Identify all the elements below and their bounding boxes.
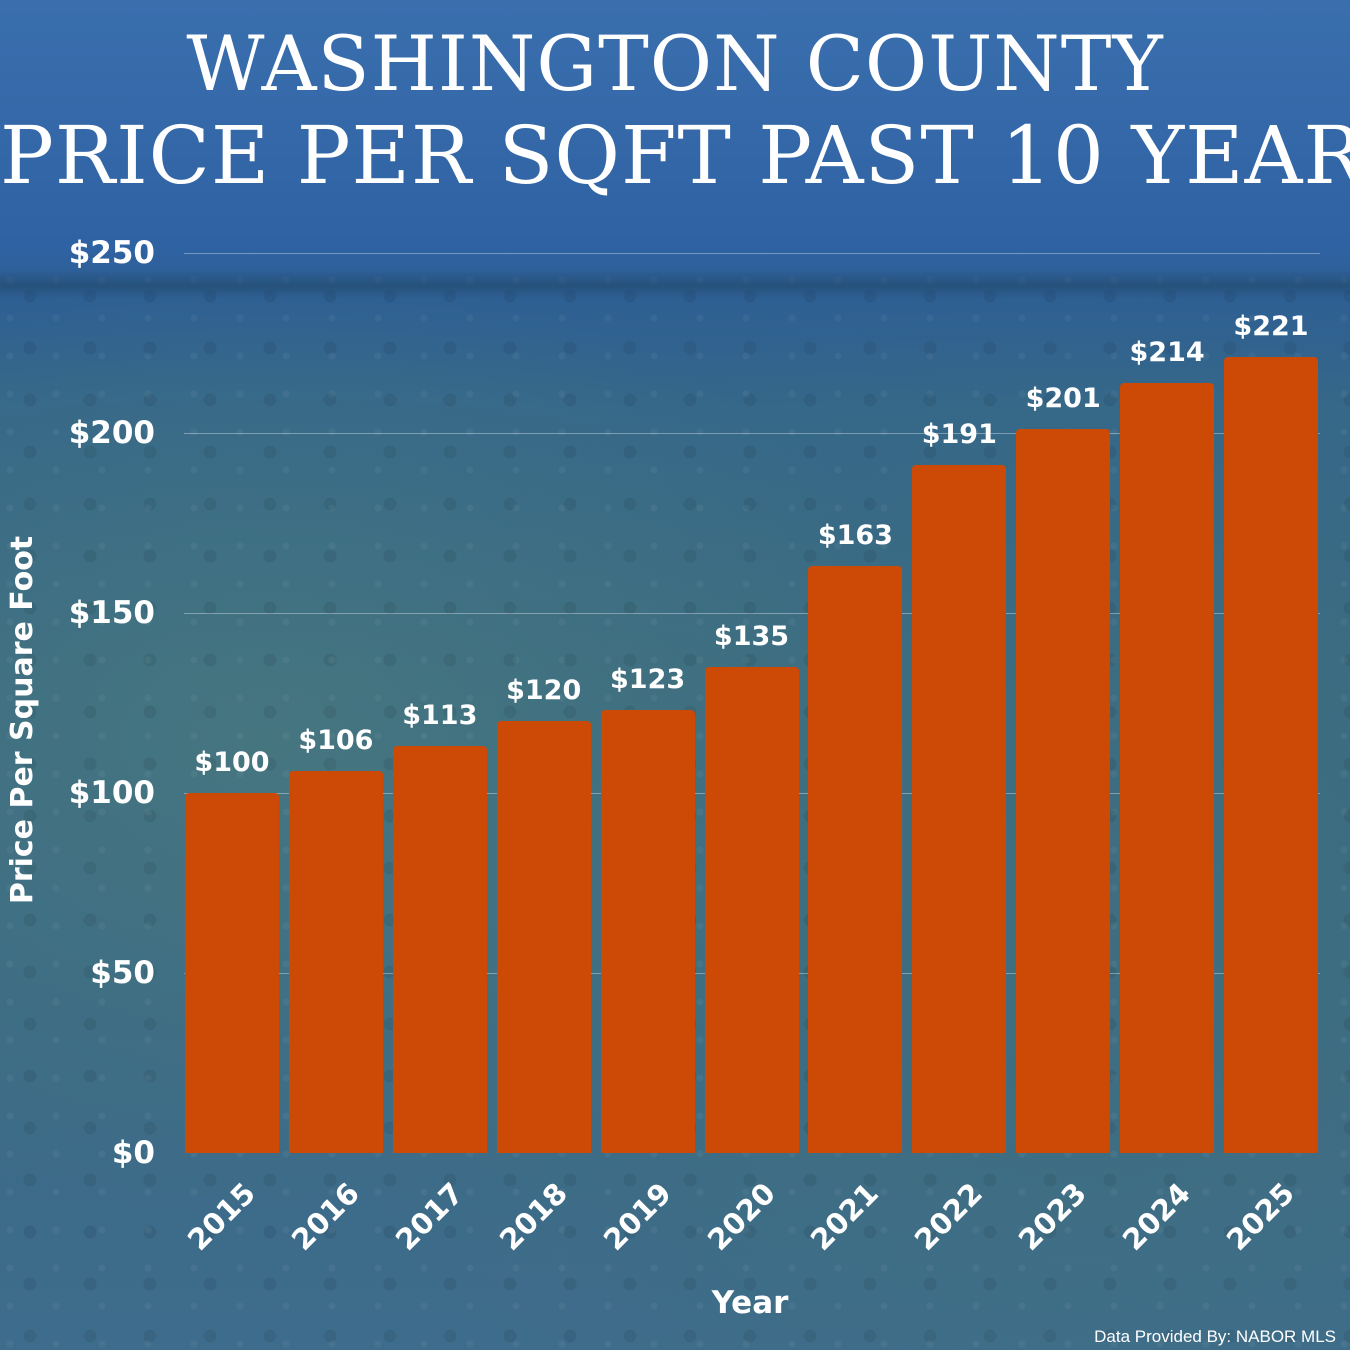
data-label: $214 bbox=[1129, 336, 1205, 368]
y-tick-label: $250 bbox=[68, 235, 155, 271]
data-label: $113 bbox=[402, 700, 478, 732]
data-label: $163 bbox=[817, 520, 893, 552]
y-tick-label: $50 bbox=[90, 955, 155, 991]
bar bbox=[185, 793, 279, 1153]
bar bbox=[704, 667, 799, 1153]
bar bbox=[600, 710, 695, 1153]
data-label: $135 bbox=[713, 621, 790, 652]
gridline bbox=[184, 613, 1320, 614]
bar bbox=[1016, 429, 1111, 1153]
chart-subtitle: PRICE PER SQFT PAST 10 YEARS bbox=[0, 109, 1350, 202]
bar bbox=[808, 566, 903, 1153]
y-tick-label: $150 bbox=[68, 595, 155, 631]
y-tick-label: $200 bbox=[68, 415, 155, 451]
data-label: $201 bbox=[1025, 383, 1101, 415]
y-tick-label: $0 bbox=[111, 1135, 155, 1171]
chart-title: WASHINGTON COUNTY bbox=[186, 19, 1164, 108]
bar bbox=[1120, 382, 1215, 1153]
bar bbox=[392, 746, 487, 1153]
data-label: $100 bbox=[194, 747, 270, 778]
horizon-haze bbox=[0, 268, 1350, 298]
gridline bbox=[184, 253, 1320, 254]
x-axis-title: Year bbox=[711, 1285, 789, 1321]
y-axis-title: Price Per Square Foot bbox=[5, 535, 40, 905]
data-label: $221 bbox=[1233, 311, 1309, 343]
bar bbox=[912, 465, 1007, 1153]
bar bbox=[496, 721, 591, 1153]
bar bbox=[1224, 357, 1318, 1153]
bar bbox=[288, 771, 383, 1153]
y-tick-label: $100 bbox=[68, 775, 155, 811]
data-label: $120 bbox=[506, 675, 582, 706]
gridline bbox=[184, 433, 1320, 434]
data-label: $106 bbox=[298, 725, 374, 757]
source-note: Data Provided By: NABOR MLS bbox=[1094, 1327, 1336, 1346]
data-label: $191 bbox=[921, 419, 997, 451]
data-label: $123 bbox=[610, 664, 686, 696]
